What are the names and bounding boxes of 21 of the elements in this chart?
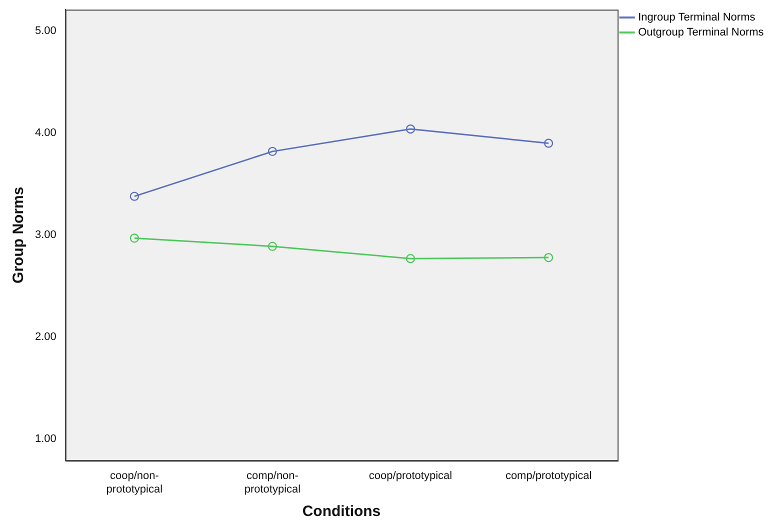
y-axis-title: Group Norms — [10, 186, 28, 284]
point — [544, 138, 554, 148]
point — [130, 234, 140, 243]
x-tick-label: comp/prototypical — [505, 470, 592, 482]
x-tick-label: comp/non-prototypical — [244, 470, 301, 496]
point — [406, 124, 416, 134]
x-axis-title: Conditions — [302, 503, 381, 520]
legend-label: Outgroup Terminal Norms — [638, 26, 764, 39]
y-tick-label: 3.00 — [34, 229, 56, 242]
point — [406, 254, 416, 264]
x-tick-label: coop/non-prototypical — [106, 470, 163, 496]
y-tick-label: 2.00 — [34, 331, 56, 344]
point — [544, 252, 554, 262]
point — [130, 192, 140, 201]
y-tick-label: 4.00 — [34, 127, 56, 140]
y-tick-label: 1.00 — [34, 433, 56, 446]
x-tick-label: coop/prototypical — [368, 470, 452, 482]
point — [268, 242, 278, 251]
point — [268, 146, 278, 156]
legend-label: Ingroup Terminal Norms — [638, 12, 756, 24]
y-tick-label: 5.00 — [34, 25, 56, 38]
